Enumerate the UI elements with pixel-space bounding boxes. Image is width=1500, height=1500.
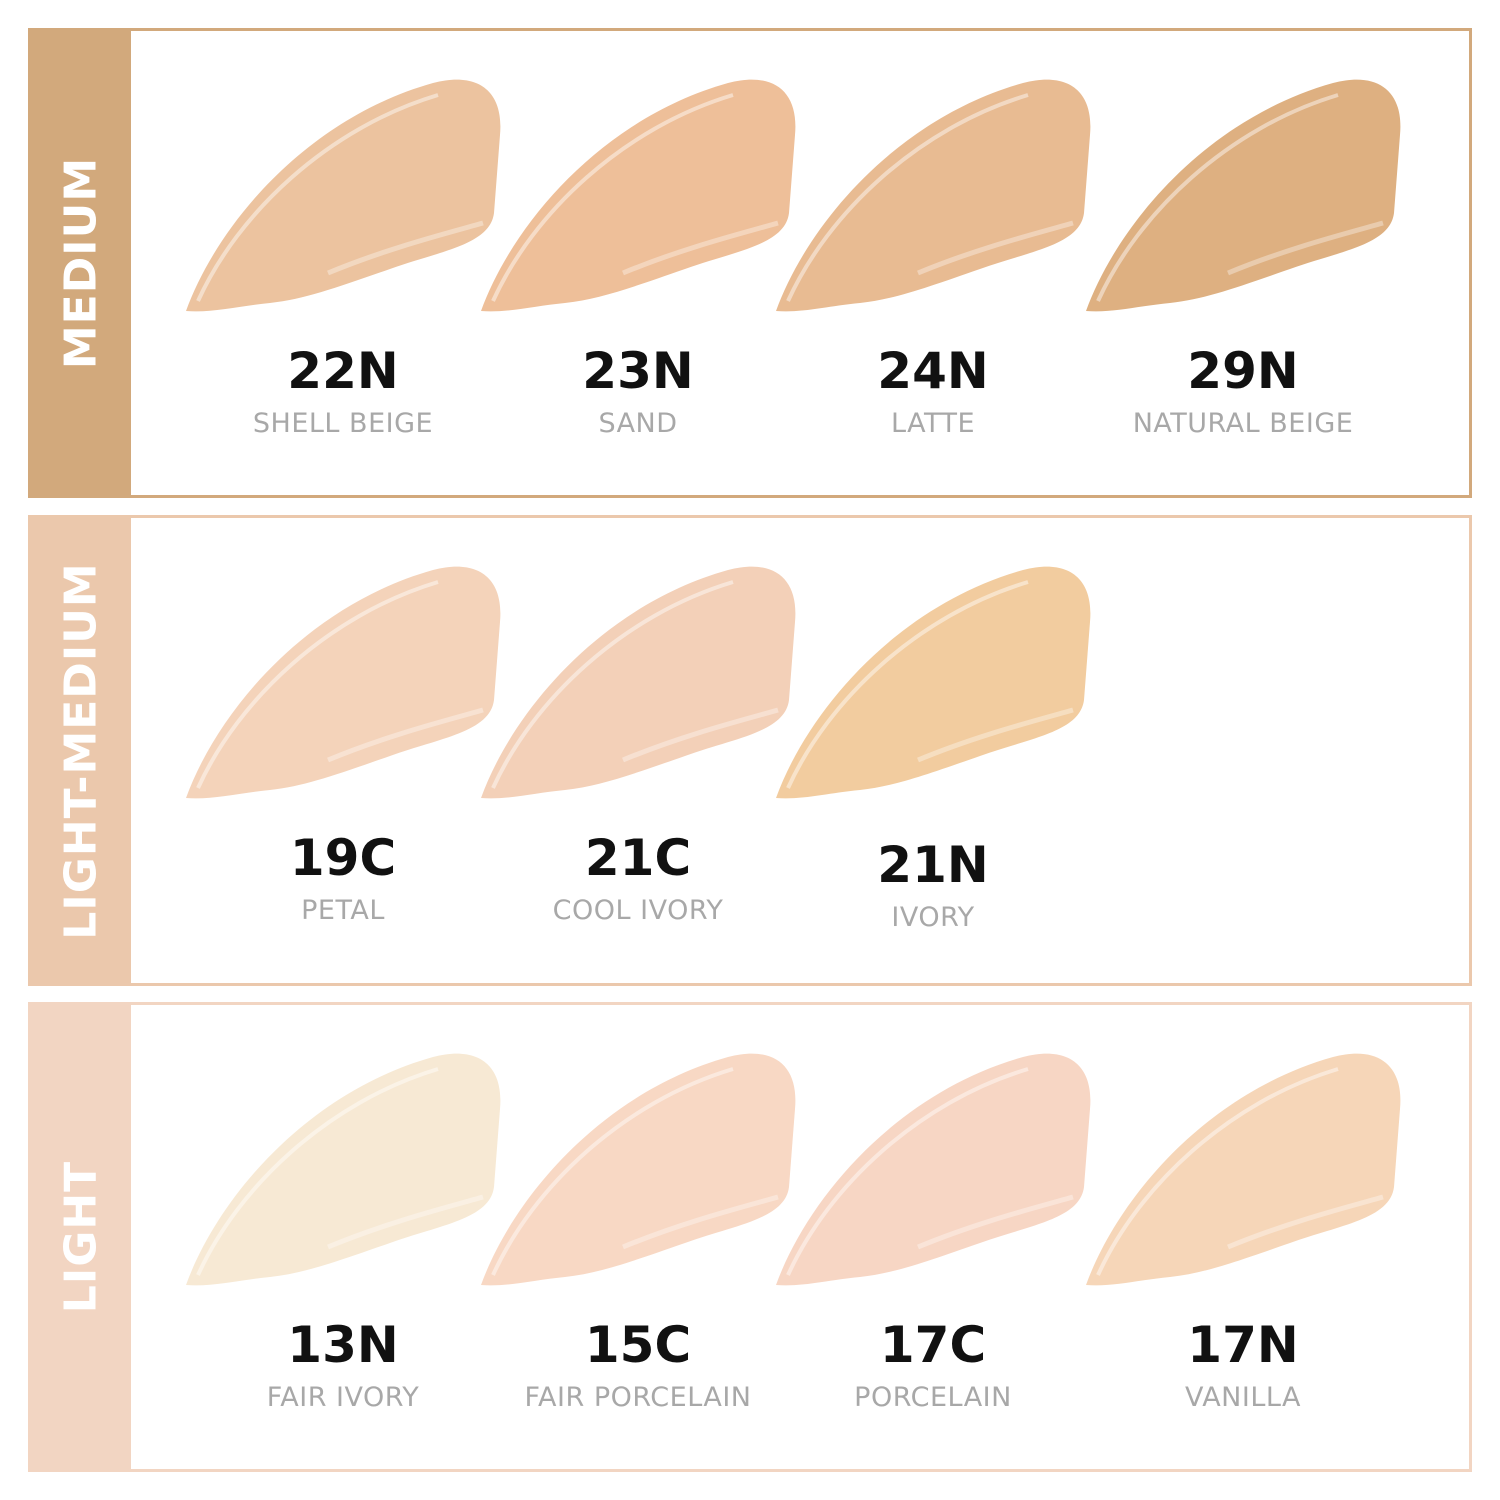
shade-name: COOL IVORY: [552, 895, 724, 926]
shade-name: SHELL BEIGE: [252, 408, 434, 439]
swatch-highlight: [327, 707, 484, 763]
swatch-highlight: [622, 1194, 779, 1250]
swatch-highlight: [1227, 220, 1384, 276]
swatch-smear: [186, 566, 501, 799]
swatch-highlight: [786, 1067, 1029, 1276]
shade-code: 29N: [1187, 342, 1299, 400]
shade-name: VANILLA: [1184, 1382, 1302, 1413]
category-label: LIGHT: [55, 1160, 107, 1314]
shade-item: 15C FAIR PORCELAIN: [473, 1047, 803, 1413]
shade-code: 15C: [584, 1316, 692, 1374]
swatch-smear: [776, 1053, 1091, 1286]
swatch-highlight: [622, 707, 779, 763]
swatch-highlight: [1096, 93, 1339, 302]
swatch-highlight: [786, 580, 1029, 789]
shade-code: 23N: [582, 342, 694, 400]
swatch-smear: [481, 79, 796, 312]
shade-item: 17N VANILLA: [1078, 1047, 1408, 1413]
shade-code: 13N: [287, 1316, 399, 1374]
swatch-highlight: [327, 1194, 484, 1250]
shade-item: 17C PORCELAIN: [768, 1047, 1098, 1413]
shade-name: SAND: [598, 408, 678, 439]
swatch-highlight: [917, 220, 1074, 276]
swatch-fill: [481, 566, 796, 799]
swatch-smear: [186, 1053, 501, 1286]
swatch-fill: [1086, 79, 1401, 312]
shade-item: 29N NATURAL BEIGE: [1078, 73, 1408, 439]
swatch-highlight: [622, 220, 779, 276]
shade-name: LATTE: [890, 408, 976, 439]
shade-item: 13N FAIR IVORY: [178, 1047, 508, 1413]
swatch-highlight: [917, 1194, 1074, 1250]
swatch-fill: [186, 566, 501, 799]
shade-item: 21N IVORY: [768, 560, 1098, 933]
swatch-fill: [481, 79, 796, 312]
category-band: MEDIUM: [31, 31, 131, 495]
swatch-smear: [481, 566, 796, 799]
swatch-fill: [186, 79, 501, 312]
swatch-fill: [776, 1053, 1091, 1286]
shade-code: 21C: [584, 829, 692, 887]
swatch-highlight: [1096, 1067, 1339, 1276]
swatch-highlight: [196, 580, 439, 789]
shade-item: 24N LATTE: [768, 73, 1098, 439]
shade-code: 22N: [287, 342, 399, 400]
shade-code: 17N: [1187, 1316, 1299, 1374]
shade-code: 21N: [877, 836, 989, 894]
shade-item: 21C COOL IVORY: [473, 560, 803, 926]
swatch-fill: [481, 1053, 796, 1286]
swatch-fill: [1086, 1053, 1401, 1286]
swatch-smear: [481, 1053, 796, 1286]
swatch-highlight: [196, 93, 439, 302]
panel-medium: MEDIUM 22N SHELL BEIGE 23N SAND 24N LATTE 29N NA…: [28, 28, 1472, 498]
swatch-highlight: [196, 1067, 439, 1276]
shade-code: 17C: [879, 1316, 987, 1374]
shade-item: 19C PETAL: [178, 560, 508, 926]
swatch-highlight: [491, 1067, 734, 1276]
category-label: MEDIUM: [55, 156, 107, 370]
shade-name: IVORY: [891, 902, 975, 933]
shade-name: PETAL: [301, 895, 385, 926]
swatch-smear: [1086, 79, 1401, 312]
swatch-highlight: [786, 93, 1029, 302]
swatch-highlight: [491, 93, 734, 302]
swatch-highlight: [1227, 1194, 1384, 1250]
swatch-smear: [776, 79, 1091, 312]
swatch-highlight: [491, 580, 734, 789]
shade-code: 24N: [877, 342, 989, 400]
swatch-highlight: [327, 220, 484, 276]
swatch-smear: [1086, 1053, 1401, 1286]
swatch-fill: [186, 1053, 501, 1286]
shade-name: FAIR PORCELAIN: [524, 1382, 752, 1413]
swatch-smear: [776, 566, 1091, 799]
panel-light-medium: LIGHT-MEDIUM 19C PETAL 21C COOL IVORY 21N IVOR…: [28, 515, 1472, 986]
shade-name: PORCELAIN: [854, 1382, 1012, 1413]
swatch-highlight: [917, 707, 1074, 763]
shade-item: 23N SAND: [473, 73, 803, 439]
shade-name: FAIR IVORY: [266, 1382, 420, 1413]
shade-item: 22N SHELL BEIGE: [178, 73, 508, 439]
category-band: LIGHT-MEDIUM: [31, 518, 131, 983]
category-band: LIGHT: [31, 1005, 131, 1469]
category-label: LIGHT-MEDIUM: [55, 561, 107, 940]
swatch-smear: [186, 79, 501, 312]
panel-light: LIGHT 13N FAIR IVORY 15C FAIR PORCELAIN 17C PO…: [28, 1002, 1472, 1472]
swatch-fill: [776, 566, 1091, 799]
shade-code: 19C: [289, 829, 397, 887]
shade-name: NATURAL BEIGE: [1132, 408, 1354, 439]
swatch-fill: [776, 79, 1091, 312]
